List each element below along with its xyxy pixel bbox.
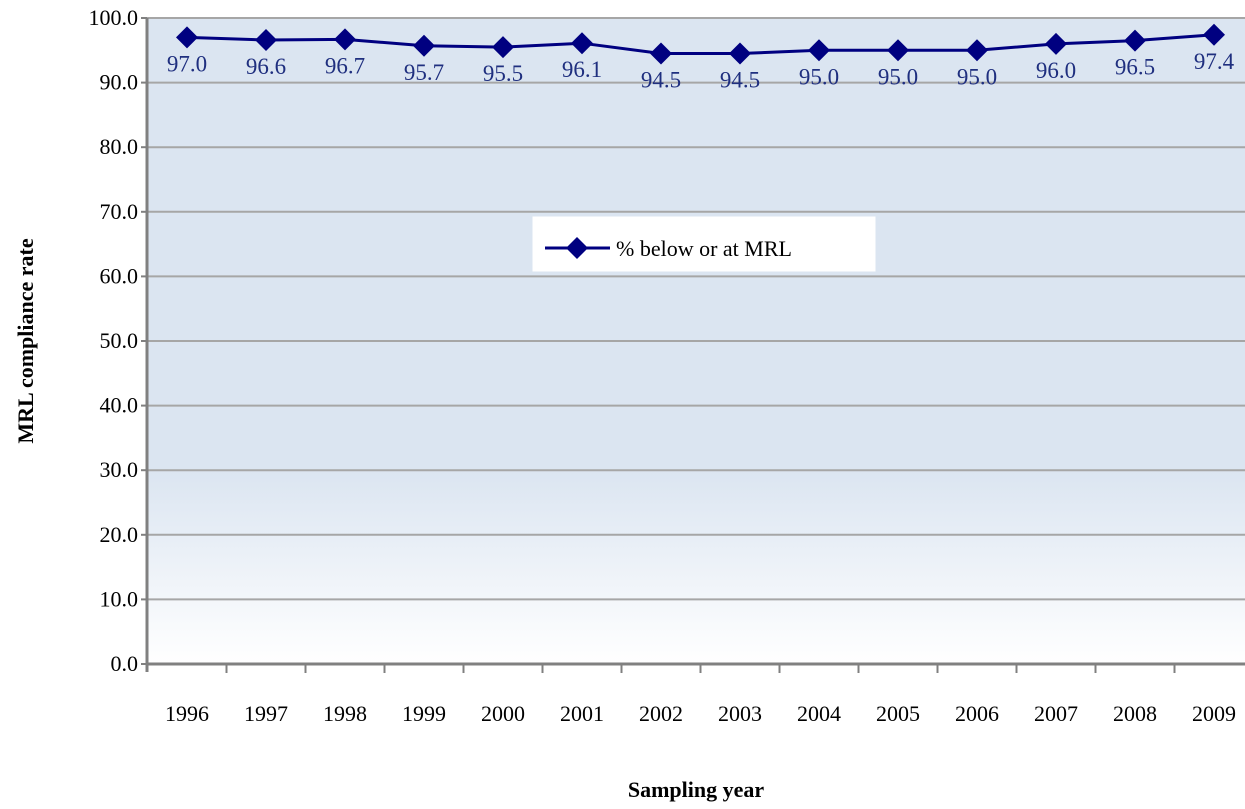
data-point <box>571 32 593 55</box>
data-label: 95.0 <box>799 64 839 89</box>
x-tick-label: 1997 <box>244 701 288 726</box>
x-tick-label: 2007 <box>1034 701 1078 726</box>
data-label: 95.0 <box>878 64 918 89</box>
x-tick-label: 1996 <box>165 701 209 726</box>
data-label: 96.7 <box>325 53 365 78</box>
y-tick-label: 80.0 <box>100 134 139 159</box>
data-label: 96.0 <box>1036 58 1076 83</box>
y-tick-label: 30.0 <box>100 457 139 482</box>
data-point <box>808 39 830 62</box>
y-tick-label: 90.0 <box>100 70 139 95</box>
data-point <box>176 26 198 49</box>
data-label: 97.4 <box>1194 49 1235 74</box>
data-point <box>887 39 909 62</box>
legend-marker <box>566 237 588 259</box>
data-point <box>492 36 514 59</box>
y-tick-label: 0.0 <box>111 651 139 676</box>
data-label: 96.1 <box>562 57 602 82</box>
x-tick-label: 2009 <box>1192 701 1236 726</box>
x-tick-label: 1998 <box>323 701 367 726</box>
gridlines <box>147 17 1245 601</box>
x-tick-labels: 1996 1997 1998 1999 2000 2001 2002 2003 2004 2005… <box>165 701 1236 726</box>
data-point <box>1124 29 1146 52</box>
data-label: 94.5 <box>720 68 760 93</box>
data-label: 96.6 <box>246 54 286 79</box>
legend: % below or at MRL <box>532 216 876 272</box>
y-tick-label: 40.0 <box>100 393 139 418</box>
y-tick-labels: 0.0 10.0 20.0 30.0 40.0 50.0 60.0 70.0 80.0 90.0 1… <box>89 5 139 676</box>
x-tick-label: 2004 <box>797 701 841 726</box>
data-point <box>966 39 988 62</box>
x-tick-label: 2006 <box>955 701 999 726</box>
y-tick-label: 100.0 <box>89 5 139 30</box>
x-tick-label: 2008 <box>1113 701 1157 726</box>
y-tick-label: 50.0 <box>100 328 139 353</box>
x-axis-title: Sampling year <box>628 777 765 802</box>
y-tick-label: 20.0 <box>100 522 139 547</box>
data-label: 95.0 <box>957 64 997 89</box>
data-labels: 97.0 96.6 96.7 95.7 95.5 96.1 94.5 94.5 95.0 95.0… <box>167 49 1235 93</box>
axes <box>141 17 1245 673</box>
y-tick-label: 10.0 <box>100 586 139 611</box>
data-point <box>1203 23 1225 46</box>
y-axis-title: MRL compliance rate <box>13 238 38 444</box>
data-label: 95.7 <box>404 60 444 85</box>
x-tick-label: 2001 <box>560 701 604 726</box>
data-point <box>255 28 277 51</box>
data-label: 95.5 <box>483 61 523 86</box>
x-tick-label: 2005 <box>876 701 920 726</box>
data-label: 94.5 <box>641 68 681 93</box>
data-point <box>650 42 672 65</box>
data-label: 97.0 <box>167 51 207 76</box>
legend-label: % below or at MRL <box>616 236 792 261</box>
series-layer <box>176 23 1225 65</box>
y-tick-label: 60.0 <box>100 263 139 288</box>
data-point <box>729 42 751 65</box>
data-point <box>1045 32 1067 55</box>
x-tick-label: 1999 <box>402 701 446 726</box>
legend-box <box>532 216 876 272</box>
x-tick-label: 2000 <box>481 701 525 726</box>
data-label: 96.5 <box>1115 55 1155 80</box>
data-point <box>413 34 435 57</box>
x-tick-label: 2002 <box>639 701 683 726</box>
series-line <box>186 33 1215 56</box>
x-tick-label: 2003 <box>718 701 762 726</box>
data-point <box>334 28 356 51</box>
y-tick-label: 70.0 <box>100 199 139 224</box>
